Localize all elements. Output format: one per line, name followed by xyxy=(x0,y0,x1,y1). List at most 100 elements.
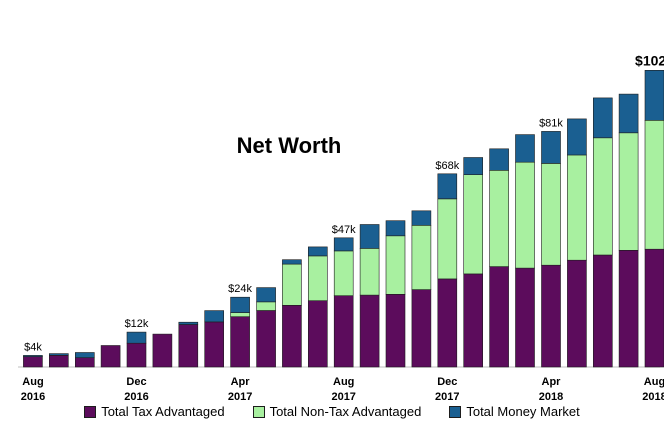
bar-total-money-market-8 xyxy=(230,296,250,313)
tick-year-24: 2018 xyxy=(642,391,664,403)
bar-total-tax-advantaged-3 xyxy=(100,345,121,368)
bar-total-tax-advantaged-14 xyxy=(385,293,406,368)
bar-total-non-tax-advantaged-18 xyxy=(489,170,509,267)
bar-total-money-market-14 xyxy=(385,220,406,237)
tick-year-4: 2016 xyxy=(124,391,148,403)
bar-total-tax-advantaged-0 xyxy=(23,356,43,368)
data-label-12: $47k xyxy=(332,224,356,236)
tick-year-16: 2017 xyxy=(435,391,459,403)
data-label-16: $68k xyxy=(435,160,459,172)
tick-month-20: Apr xyxy=(542,376,562,388)
legend-label: Total Non-Tax Advantaged xyxy=(269,404,422,419)
tick-year-8: 2017 xyxy=(228,391,252,403)
legend-item-total-money-market: Total Money Market xyxy=(449,404,580,419)
bar-total-tax-advantaged-18 xyxy=(489,266,509,368)
data-label-8: $24k xyxy=(228,283,252,295)
bar-total-tax-advantaged-21 xyxy=(567,259,587,368)
bar-total-non-tax-advantaged-22 xyxy=(592,137,613,256)
bar-total-money-market-20 xyxy=(541,131,561,164)
tick-year-0: 2016 xyxy=(21,391,45,403)
data-label-0: $4k xyxy=(24,341,42,353)
tick-year-20: 2018 xyxy=(539,391,563,403)
bar-total-money-market-13 xyxy=(359,224,380,249)
bar-total-tax-advantaged-22 xyxy=(592,254,613,368)
tick-month-16: Dec xyxy=(437,376,457,388)
tick-month-0: Aug xyxy=(22,376,43,388)
bar-total-tax-advantaged-23 xyxy=(618,250,639,368)
bar-total-money-market-6 xyxy=(178,321,199,325)
bar-stacks xyxy=(23,70,664,368)
legend-item-total-tax-advantaged: Total Tax Advantaged xyxy=(84,404,225,419)
bar-total-money-market-16 xyxy=(437,173,458,200)
bar-total-tax-advantaged-13 xyxy=(359,294,380,368)
bar-total-tax-advantaged-4 xyxy=(126,342,147,368)
bar-total-money-market-12 xyxy=(333,237,354,252)
bar-total-money-market-0 xyxy=(23,355,43,357)
bar-total-money-market-24 xyxy=(644,70,664,121)
bar-total-tax-advantaged-1 xyxy=(48,355,69,368)
chart-title: Net Worth xyxy=(237,133,342,158)
bar-total-tax-advantaged-15 xyxy=(411,289,432,368)
bar-total-money-market-2 xyxy=(75,352,95,358)
bar-total-tax-advantaged-7 xyxy=(204,321,224,368)
bar-total-non-tax-advantaged-11 xyxy=(307,255,328,301)
bar-total-money-market-9 xyxy=(256,287,276,303)
bar-total-non-tax-advantaged-12 xyxy=(333,250,354,296)
bar-total-non-tax-advantaged-16 xyxy=(437,198,458,280)
bar-total-non-tax-advantaged-14 xyxy=(385,235,406,295)
bar-total-tax-advantaged-6 xyxy=(178,324,199,368)
bar-total-non-tax-advantaged-10 xyxy=(282,263,302,306)
bar-total-money-market-21 xyxy=(567,118,587,156)
data-label-20: $81k xyxy=(539,117,563,129)
bar-total-money-market-23 xyxy=(618,93,639,134)
bar-total-tax-advantaged-10 xyxy=(282,304,302,368)
bar-total-non-tax-advantaged-24 xyxy=(644,120,664,250)
bar-total-non-tax-advantaged-19 xyxy=(515,161,535,269)
legend-swatch xyxy=(84,405,97,418)
bar-total-tax-advantaged-17 xyxy=(463,273,484,368)
net-worth-chart: Net Worth $4k $12k $24k $47k $68k $81k $102k A… xyxy=(18,52,664,403)
bar-total-tax-advantaged-12 xyxy=(333,295,354,368)
x-axis-ticks: Aug 2016 Dec 2016 Apr 2017 Aug 2017 Dec 2017 Apr 20… xyxy=(21,376,664,403)
bar-total-non-tax-advantaged-20 xyxy=(541,163,561,266)
bar-total-money-market-1 xyxy=(48,353,69,356)
legend-swatch xyxy=(252,405,265,418)
bar-total-money-market-10 xyxy=(282,259,302,265)
bar-total-tax-advantaged-16 xyxy=(437,278,458,368)
bar-total-money-market-15 xyxy=(411,210,432,226)
bar-total-money-market-17 xyxy=(463,157,484,176)
bar-total-tax-advantaged-20 xyxy=(541,264,561,368)
bar-total-non-tax-advantaged-21 xyxy=(567,154,587,261)
bar-total-non-tax-advantaged-23 xyxy=(618,132,639,251)
data-label-24: $102k xyxy=(635,52,664,68)
bar-total-money-market-11 xyxy=(307,246,328,257)
bar-total-non-tax-advantaged-17 xyxy=(463,174,484,275)
data-labels: $4k $12k $24k $47k $68k $81k $102k xyxy=(24,52,664,353)
legend-item-total-non-tax-advantaged: Total Non-Tax Advantaged xyxy=(252,404,422,419)
bar-total-tax-advantaged-5 xyxy=(152,333,173,368)
bar-total-non-tax-advantaged-15 xyxy=(411,225,432,290)
bar-total-money-market-19 xyxy=(515,134,535,163)
bar-total-tax-advantaged-24 xyxy=(644,248,664,368)
bar-total-non-tax-advantaged-8 xyxy=(230,312,250,318)
legend-label: Total Money Market xyxy=(466,404,580,419)
bar-total-money-market-22 xyxy=(592,97,613,139)
bar-total-tax-advantaged-9 xyxy=(256,310,276,368)
bar-total-money-market-7 xyxy=(204,310,224,323)
tick-month-4: Dec xyxy=(126,376,146,388)
tick-month-24: Aug xyxy=(644,376,664,388)
bar-total-non-tax-advantaged-13 xyxy=(359,248,380,296)
bar-total-money-market-18 xyxy=(489,148,509,171)
bar-total-tax-advantaged-2 xyxy=(75,357,95,368)
data-label-4: $12k xyxy=(125,318,149,330)
bar-total-non-tax-advantaged-9 xyxy=(256,301,276,311)
legend-label: Total Tax Advantaged xyxy=(101,404,225,419)
bar-total-tax-advantaged-11 xyxy=(307,300,328,368)
chart-legend: Total Tax Advantaged Total Non-Tax Advant… xyxy=(0,404,664,419)
bar-total-money-market-4 xyxy=(126,331,147,344)
legend-swatch xyxy=(449,405,462,418)
tick-month-12: Aug xyxy=(333,376,354,388)
bar-total-tax-advantaged-8 xyxy=(230,316,250,368)
tick-month-8: Apr xyxy=(231,376,251,388)
bar-total-tax-advantaged-19 xyxy=(515,267,535,368)
